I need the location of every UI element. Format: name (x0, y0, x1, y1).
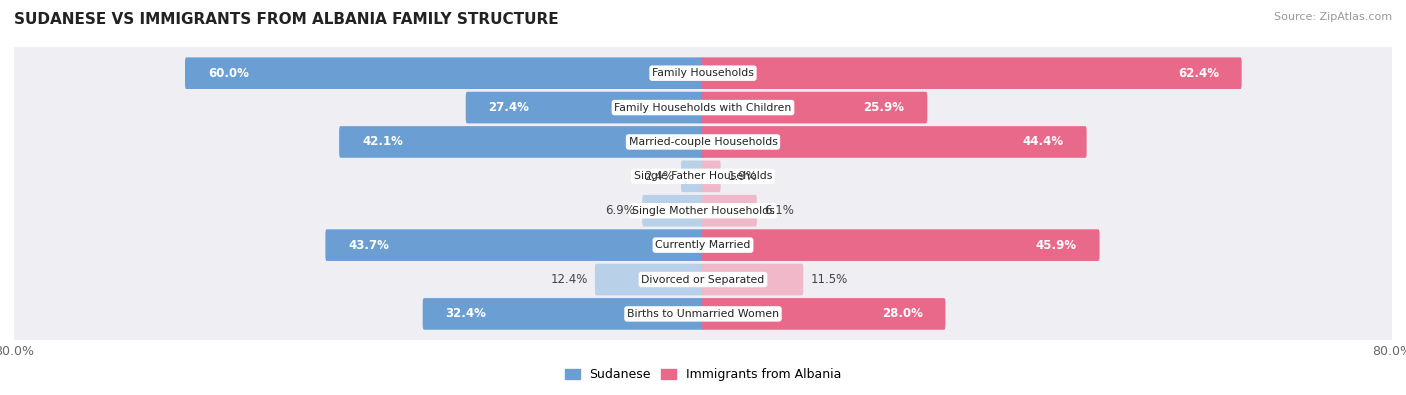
FancyBboxPatch shape (13, 77, 1393, 138)
FancyBboxPatch shape (702, 229, 1099, 261)
Text: 6.9%: 6.9% (605, 204, 636, 217)
FancyBboxPatch shape (13, 283, 1393, 344)
Text: 25.9%: 25.9% (863, 101, 904, 114)
FancyBboxPatch shape (702, 195, 756, 227)
FancyBboxPatch shape (13, 249, 1393, 310)
Text: Single Mother Households: Single Mother Households (631, 206, 775, 216)
Text: 60.0%: 60.0% (208, 67, 249, 80)
FancyBboxPatch shape (13, 43, 1393, 104)
Text: Married-couple Households: Married-couple Households (628, 137, 778, 147)
FancyBboxPatch shape (702, 126, 1087, 158)
FancyBboxPatch shape (13, 146, 1393, 207)
Text: 1.9%: 1.9% (728, 170, 758, 183)
FancyBboxPatch shape (702, 160, 721, 192)
FancyBboxPatch shape (702, 57, 1241, 89)
Text: Currently Married: Currently Married (655, 240, 751, 250)
Text: 11.5%: 11.5% (811, 273, 848, 286)
FancyBboxPatch shape (465, 92, 704, 123)
Text: 2.4%: 2.4% (644, 170, 673, 183)
Text: 6.1%: 6.1% (763, 204, 794, 217)
Text: 28.0%: 28.0% (882, 307, 922, 320)
FancyBboxPatch shape (186, 57, 704, 89)
Text: Single Father Households: Single Father Households (634, 171, 772, 181)
Text: Births to Unmarried Women: Births to Unmarried Women (627, 309, 779, 319)
FancyBboxPatch shape (702, 298, 945, 330)
FancyBboxPatch shape (339, 126, 704, 158)
FancyBboxPatch shape (13, 214, 1393, 276)
FancyBboxPatch shape (13, 180, 1393, 241)
Text: 62.4%: 62.4% (1178, 67, 1219, 80)
Legend: Sudanese, Immigrants from Albania: Sudanese, Immigrants from Albania (560, 363, 846, 386)
Text: 43.7%: 43.7% (349, 239, 389, 252)
Text: 42.1%: 42.1% (361, 135, 404, 149)
Text: Divorced or Separated: Divorced or Separated (641, 275, 765, 284)
Text: 44.4%: 44.4% (1022, 135, 1064, 149)
Text: SUDANESE VS IMMIGRANTS FROM ALBANIA FAMILY STRUCTURE: SUDANESE VS IMMIGRANTS FROM ALBANIA FAMI… (14, 12, 558, 27)
FancyBboxPatch shape (423, 298, 704, 330)
Text: Family Households: Family Households (652, 68, 754, 78)
FancyBboxPatch shape (643, 195, 704, 227)
FancyBboxPatch shape (595, 264, 704, 295)
FancyBboxPatch shape (13, 111, 1393, 173)
FancyBboxPatch shape (702, 92, 928, 123)
Text: 12.4%: 12.4% (550, 273, 588, 286)
Text: 32.4%: 32.4% (446, 307, 486, 320)
Text: 45.9%: 45.9% (1036, 239, 1077, 252)
FancyBboxPatch shape (681, 160, 704, 192)
Text: 27.4%: 27.4% (488, 101, 530, 114)
Text: Family Households with Children: Family Households with Children (614, 103, 792, 113)
Text: Source: ZipAtlas.com: Source: ZipAtlas.com (1274, 12, 1392, 22)
FancyBboxPatch shape (325, 229, 704, 261)
FancyBboxPatch shape (702, 264, 803, 295)
